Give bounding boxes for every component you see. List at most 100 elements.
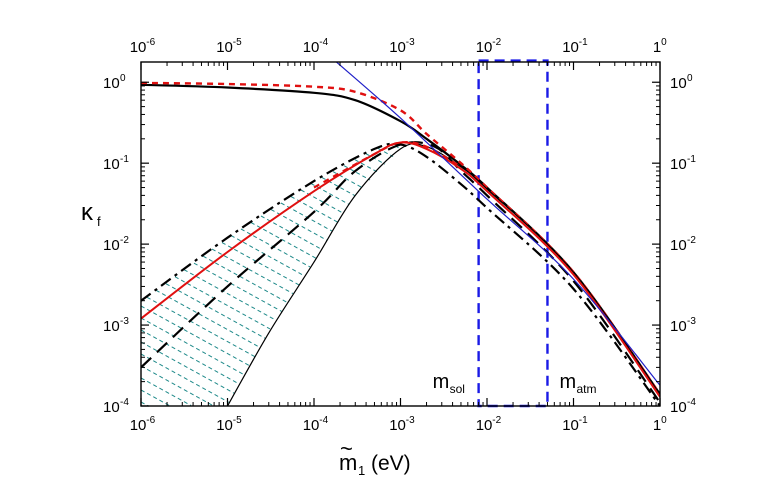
y-tick-label-left: 10 0	[103, 73, 126, 92]
y-tick-exp: -4	[120, 397, 129, 408]
y-tick-exp: -2	[687, 235, 696, 246]
y-tick-base: 10	[103, 399, 120, 416]
x-tick-exp: -3	[406, 37, 415, 48]
hatch-line	[310, 183, 350, 205]
y-tick-label-right: 10 -1	[670, 154, 696, 173]
x-tick-base: 10	[476, 417, 493, 434]
series-dash-dot	[141, 142, 660, 406]
x-tick-label-bottom: 10 -2	[476, 415, 502, 434]
y-tick-exp: 0	[687, 73, 693, 84]
x-tick-exp: -2	[492, 37, 501, 48]
y-tick-label-right: 10 -3	[670, 316, 696, 335]
hatch-line	[165, 283, 266, 339]
x-tick-label-bottom: 10 -4	[303, 415, 329, 434]
x-tick-exp: -5	[233, 37, 242, 48]
x-axis-unit: (eV)	[371, 452, 411, 475]
y-tick-base: 10	[103, 75, 120, 92]
x-tick-base: 1	[653, 39, 661, 56]
x-tick-exp: -1	[579, 37, 588, 48]
x-axis-title: ~ m 1 (eV)	[339, 436, 411, 478]
hatch-line	[332, 171, 363, 188]
hatch-line	[343, 165, 371, 181]
hatch-line	[221, 242, 300, 286]
y-tick-base: 10	[103, 156, 120, 173]
y-tick-base: 10	[103, 237, 120, 254]
hatch-line	[141, 341, 235, 394]
x-tick-label-bottom: 10 -5	[216, 415, 242, 434]
x-tick-label-top: 10 -5	[216, 37, 242, 56]
y-tick-label-left: 10 -4	[103, 397, 129, 416]
hatch-line	[183, 269, 277, 321]
y-tick-label-right: 10 0	[670, 73, 693, 92]
y-tick-base: 10	[670, 237, 687, 254]
x-tick-exp: -4	[319, 415, 328, 426]
y-tick-exp: -1	[120, 154, 129, 165]
y-tick-label-left: 10 -3	[103, 316, 129, 335]
x-tick-exp: 0	[661, 415, 667, 426]
x-tick-label-top: 10 -3	[389, 37, 415, 56]
x-tick-base: 10	[476, 39, 493, 56]
x-tick-label-bottom: 10 -3	[389, 415, 415, 434]
y-tick-exp: -3	[687, 316, 696, 327]
hatch-line	[260, 215, 322, 250]
hatch-line	[141, 317, 245, 376]
x-tick-exp: -3	[406, 415, 415, 426]
series-layer	[141, 62, 660, 406]
hatch-line	[250, 222, 317, 259]
x-tick-exp: -4	[319, 37, 328, 48]
series-blue-thin	[335, 62, 660, 386]
x-tick-base: 10	[216, 39, 233, 56]
y-tick-exp: -2	[120, 235, 129, 246]
hatch-line	[141, 353, 230, 403]
hatch-line	[141, 365, 214, 406]
series-solid-thick	[141, 83, 660, 395]
y-tick-exp: -3	[120, 316, 129, 327]
y-axis-title: κ f	[81, 199, 101, 229]
hatch-line	[141, 401, 149, 406]
x-tick-exp: -6	[146, 415, 155, 426]
hatch-line	[211, 248, 294, 295]
x-axis-sub: 1	[358, 463, 365, 478]
hatch-line	[141, 389, 171, 406]
band-label-sol-sub: sol	[450, 382, 465, 396]
hatch-line	[202, 255, 288, 303]
band-label-atm: m	[559, 371, 576, 393]
hatch-line	[290, 196, 339, 223]
hatch-line	[300, 189, 344, 214]
series-dashed	[141, 81, 660, 395]
x-tick-base: 10	[389, 39, 406, 56]
x-tick-base: 10	[216, 417, 233, 434]
hatch-line	[321, 177, 356, 197]
y-tick-base: 10	[103, 318, 120, 335]
y-axis-symbol: κ	[81, 199, 94, 226]
x-tick-base: 10	[562, 39, 579, 56]
x-tick-base: 10	[130, 39, 147, 56]
x-axis-symbol: m	[339, 450, 357, 475]
y-tick-label-right: 10 -2	[670, 235, 696, 254]
x-tick-label-top: 10 -6	[130, 37, 156, 56]
x-tick-label-bottom: 10 -6	[130, 415, 156, 434]
y-tick-label-right: 10 -4	[670, 397, 696, 416]
series-solid-red	[141, 141, 660, 398]
y-axis-sub: f	[97, 214, 101, 229]
hatch-line	[193, 262, 283, 312]
y-tick-exp: 0	[120, 73, 126, 84]
x-tick-exp: -1	[579, 415, 588, 426]
x-tick-label-bottom: 10 -1	[562, 415, 588, 434]
x-tick-base: 10	[130, 417, 147, 434]
x-tick-base: 10	[303, 39, 320, 56]
x-tick-exp: -5	[233, 415, 242, 426]
y-tick-exp: -1	[687, 154, 696, 165]
x-tick-base: 10	[562, 417, 579, 434]
series-solid-thin	[226, 143, 660, 406]
x-tick-exp: -6	[146, 37, 155, 48]
x-tick-label-top: 10 -1	[562, 37, 588, 56]
x-tick-base: 1	[653, 417, 661, 434]
axis-ticks: 10 -610 -610 -510 -510 -410 -410 -310 -310 -210 -2…	[103, 37, 696, 434]
hatched-region	[141, 145, 401, 406]
y-tick-base: 10	[670, 75, 687, 92]
y-tick-label-left: 10 -2	[103, 235, 129, 254]
hatch-line	[141, 377, 192, 406]
